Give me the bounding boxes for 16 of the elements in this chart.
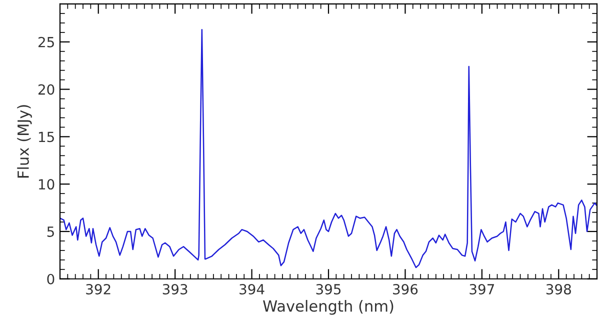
x-tick-label: 396: [393, 284, 418, 294]
y-tick-label: 5: [47, 226, 54, 237]
y-tick-label: 25: [38, 36, 54, 48]
y-axis-title: Flux (MJy): [17, 105, 32, 178]
line-series: [60, 28, 597, 268]
x-tick-label: 397: [470, 284, 494, 294]
x-tick-label: 395: [316, 284, 341, 294]
x-tick-label: 392: [86, 284, 110, 294]
y-tick-label: 20: [38, 84, 54, 95]
y-tick-label: 0: [47, 274, 54, 284]
x-tick-label: 398: [546, 284, 571, 294]
x-axis-title: Wavelength (nm): [263, 300, 394, 315]
x-tick-label: 393: [162, 284, 188, 294]
y-tick-label: 15: [38, 132, 54, 142]
y-tick-label: 10: [38, 179, 54, 190]
x-tick-label: 394: [240, 284, 264, 294]
